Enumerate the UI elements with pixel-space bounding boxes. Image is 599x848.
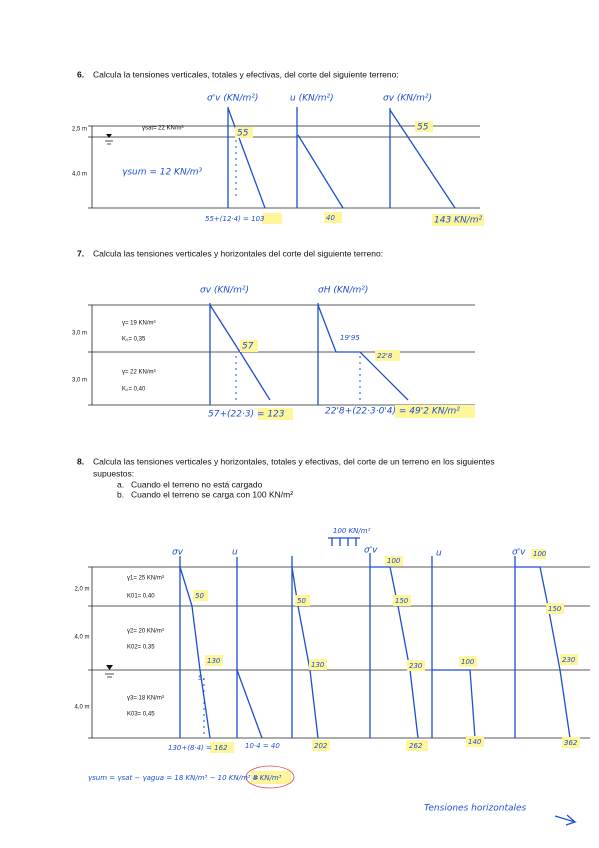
handwritten-value: 143 KN/m² xyxy=(434,216,482,226)
handwritten-value: 50 xyxy=(297,597,306,605)
soil-property: K₀= 0,40 xyxy=(122,387,146,393)
problem-number: 8. xyxy=(77,456,84,466)
soil-diagram xyxy=(88,303,475,420)
soil-property: K02= 0,35 xyxy=(127,645,155,651)
handwritten-header: σ'v xyxy=(512,548,526,558)
handwritten-value: 130 xyxy=(311,661,325,669)
case-text: Cuando el terreno no está cargado xyxy=(131,479,263,489)
handwritten-header: σv (KN/m²) xyxy=(200,286,249,296)
handwritten-value: 19'95 xyxy=(340,334,360,342)
handwritten-value: 130 xyxy=(207,657,221,665)
handwritten-value: 55 xyxy=(417,123,429,133)
handwritten-value: 55+(12·4) = 103 xyxy=(205,215,265,223)
thickness: 3,0 m xyxy=(72,378,87,384)
handwritten-value: 150 xyxy=(548,605,562,613)
handwritten-note: 8 KN/m³ xyxy=(253,774,282,782)
handwritten-value: 57 xyxy=(242,342,254,352)
statement: Calcula la tensiones verticales, totales… xyxy=(93,69,399,79)
handwritten-value: 55 xyxy=(237,129,249,139)
problem-number: 7. xyxy=(77,248,84,258)
handwritten-value: 202 xyxy=(314,742,328,750)
thickness: 2,5 m xyxy=(72,127,87,133)
handwritten-value: 230 xyxy=(409,662,423,670)
handwritten-note: Tensiones horizontales xyxy=(424,804,527,814)
handwritten-header: σ'v (KN/m²) xyxy=(207,94,258,104)
soil-property: γsat= 22 KN/m³ xyxy=(142,126,184,132)
case-label: a. xyxy=(117,479,124,489)
handwritten-value: 22'8 xyxy=(377,352,393,360)
soil-diagram xyxy=(88,107,484,226)
statement: Calcula las tensiones verticales y horiz… xyxy=(93,248,383,258)
handwritten-header: σv xyxy=(172,548,184,558)
handwritten-value: 100 xyxy=(533,550,547,558)
handwritten-header: σv (KN/m²) xyxy=(383,94,432,104)
handwritten-value: S. xyxy=(198,674,205,682)
problem-number: 6. xyxy=(77,69,84,79)
thickness: 3,0 m xyxy=(72,331,87,337)
handwritten-value: 50 xyxy=(195,592,204,600)
handwritten-header: u xyxy=(436,549,442,559)
soil-property: γ1= 25 KN/m³ xyxy=(127,576,164,582)
statement: supuestos: xyxy=(93,468,134,478)
handwritten-value: 40 xyxy=(326,214,335,222)
case-label: b. xyxy=(117,489,124,499)
handwritten-value: 150 xyxy=(395,597,409,605)
handwritten-header: σ'v xyxy=(364,546,378,556)
soil-property: K03= 0,45 xyxy=(127,712,155,718)
handwritten-value: 130+(8·4) = 162 xyxy=(168,744,228,752)
soil-property: K01= 0,40 xyxy=(127,594,155,600)
handwritten-value: 10·4 = 40 xyxy=(245,742,280,750)
handwritten-header: 100 KN/m² xyxy=(333,527,371,535)
soil-property: γ= 22 KN/m³ xyxy=(122,370,156,376)
thickness: 4,0 m xyxy=(74,635,89,641)
handwritten-value: 230 xyxy=(562,656,576,664)
handwritten-header: σH (KN/m²) xyxy=(318,286,368,296)
handwritten-header: u (KN/m²) xyxy=(290,94,334,104)
soil-property: γ3= 18 KN/m³ xyxy=(127,696,164,702)
handwritten-note: γsum = γsat − γagua = 18 KN/m³ − 10 KN/m… xyxy=(88,774,259,782)
soil-property: γ2= 20 KN/m³ xyxy=(127,629,164,635)
case-text: Cuando el terreno se carga con 100 KN/m² xyxy=(131,489,293,499)
handwritten-value: 100 xyxy=(461,658,475,666)
handwritten-note: γsum = 12 KN/m³ xyxy=(122,168,202,178)
thickness: 2,0 m xyxy=(74,587,89,593)
thickness: 4,0 m xyxy=(74,705,89,711)
handwritten-header: u xyxy=(232,548,238,558)
statement: Calcula las tensiones verticales y horiz… xyxy=(93,456,495,466)
handwritten-value: 22'8+(22·3·0'4) = 49'2 KN/m² xyxy=(325,407,460,417)
handwritten-value: 100 xyxy=(387,557,401,565)
soil-property: γ= 19 KN/m³ xyxy=(122,321,156,327)
thickness: 4,0 m xyxy=(72,172,87,178)
handwritten-value: 140 xyxy=(468,738,482,746)
soil-property: K₀= 0,35 xyxy=(122,337,146,343)
handwritten-value: 362 xyxy=(564,739,578,747)
handwritten-value: 57+(22·3) = 123 xyxy=(208,410,285,420)
handwritten-value: 262 xyxy=(409,742,423,750)
soil-diagram xyxy=(88,537,590,826)
